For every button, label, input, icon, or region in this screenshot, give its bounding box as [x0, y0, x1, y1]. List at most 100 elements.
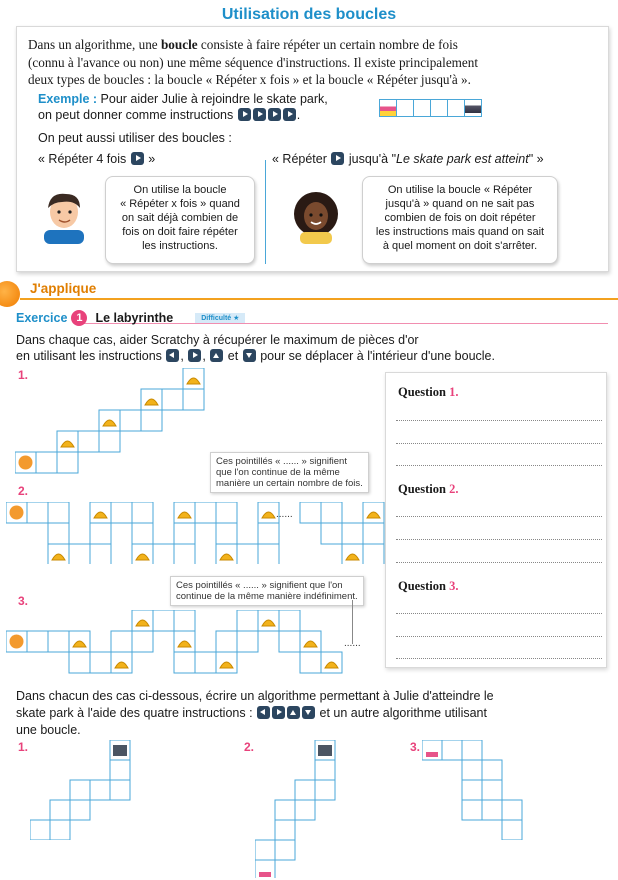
- bubble-left-line: les instructions.: [142, 240, 218, 252]
- case-label-2: 2.: [18, 484, 29, 498]
- grid-cell: [182, 388, 205, 411]
- exercise-title: Le labyrinthe: [95, 311, 174, 325]
- grid-cell: [278, 610, 301, 632]
- path-grid-1: [30, 740, 131, 840]
- q2-word: Question: [398, 482, 446, 496]
- grid-cell: [215, 502, 238, 524]
- path-grid-3: [422, 740, 523, 840]
- grid-cell: [119, 409, 142, 432]
- gold-coin-icon: [219, 553, 234, 561]
- scratchy-cat-icon: [9, 634, 24, 649]
- bubble-right: On utilise la boucle « Répéter jusqu'à »…: [362, 176, 558, 264]
- answer-line[interactable]: [396, 658, 602, 659]
- loop1-a: « Répéter 4 fois: [38, 152, 127, 166]
- q1-word: Question: [398, 385, 446, 399]
- gold-coin-icon: [219, 661, 234, 669]
- grid-cell: [461, 799, 483, 821]
- gold-coin-icon: [72, 640, 87, 648]
- answer-line[interactable]: [396, 562, 602, 563]
- grid-cell: [89, 543, 112, 564]
- gold-coin-icon: [60, 440, 75, 448]
- answer-line[interactable]: [396, 636, 602, 637]
- gold-coin-icon: [366, 511, 381, 519]
- down-arrow-icon: [242, 349, 256, 362]
- right-arrow-icon: [188, 349, 202, 362]
- question-2-label: Question 2.: [398, 482, 458, 497]
- grid-cell: [69, 799, 91, 821]
- grid-cell: [77, 430, 100, 453]
- answer-line[interactable]: [396, 420, 602, 421]
- answer-line[interactable]: [396, 539, 602, 540]
- grid-cell: [236, 610, 259, 632]
- maze-2: [6, 502, 385, 564]
- intro-text-1c: consiste à faire répéter un certain nomb…: [197, 37, 458, 52]
- answer-line[interactable]: [396, 443, 602, 444]
- grid-cell: [481, 759, 503, 781]
- intro-boucle-bold: boucle: [160, 37, 198, 52]
- exercise-line: [80, 323, 608, 324]
- grid-cell: [56, 451, 79, 474]
- grid-cell: [131, 502, 154, 524]
- grid-cell: [47, 502, 70, 524]
- gold-coin-icon: [93, 511, 108, 519]
- intro-text-3: deux types de boucles : la boucle « Répé…: [28, 72, 471, 87]
- down-arrow-icon: [302, 706, 316, 719]
- q3-num: 3.: [449, 579, 459, 593]
- japplique-line: [20, 298, 618, 300]
- grid-cell: [194, 651, 217, 674]
- example-text-1: Pour aider Julie à rejoindre le skate pa…: [100, 92, 328, 106]
- intro-text-1a: Dans un algorithme, une: [28, 37, 161, 52]
- japplique-heading: J'applique: [30, 281, 97, 296]
- grid-cell: [47, 522, 70, 545]
- exercise-number-badge: 1: [71, 310, 88, 326]
- grid-cell: [173, 610, 196, 632]
- grid-cell: [299, 502, 322, 524]
- bubble-right-line: jusqu'à » quand on ne sait pas: [385, 198, 535, 210]
- grid-cell: [314, 759, 336, 781]
- grid-cell: [257, 522, 280, 545]
- japplique-dot-icon: [0, 281, 20, 307]
- right-arrow-icon: [331, 152, 345, 165]
- exercise-text-1: Dans chaque cas, aider Scratchy à récupé…: [16, 333, 419, 347]
- grid-cell: [49, 799, 71, 821]
- scratchy-cat-icon: [18, 455, 33, 470]
- example-path-strip: [379, 99, 482, 117]
- grid-cell: [35, 451, 58, 474]
- right-arrow-icon: [130, 152, 144, 165]
- right-arrow-icon: [267, 108, 281, 121]
- left-arrow-icon: [166, 349, 180, 362]
- gold-coin-icon: [51, 553, 66, 561]
- part2-label-3: 3.: [410, 740, 421, 754]
- grid-cell: [161, 388, 184, 411]
- grid-cell: [140, 409, 163, 432]
- gold-coin-icon: [102, 419, 117, 427]
- intro-text: Dans un algorithme, une boucle consiste …: [28, 36, 600, 89]
- maze2-ellipsis: ......: [276, 509, 293, 520]
- answer-line[interactable]: [396, 516, 602, 517]
- grid-cell: [131, 630, 154, 653]
- grid-cell: [215, 630, 238, 653]
- p2-text-2b: et un autre algorithme utilisant: [319, 706, 487, 720]
- grid-cell: [274, 839, 296, 861]
- gold-coin-icon: [114, 661, 129, 669]
- bubble-right-line: combien de fois on doit répéter: [384, 212, 536, 224]
- note1-line: Ces pointillés « ...... » signifient: [216, 456, 347, 467]
- answer-line[interactable]: [396, 465, 602, 466]
- bubble-right-line: à quel moment on doit s'arrêter.: [382, 240, 538, 252]
- grid-cell: [152, 610, 175, 632]
- grid-cell: [47, 630, 70, 653]
- loop2-d: " »: [528, 152, 544, 166]
- example-label: Exemple :: [38, 92, 98, 106]
- grid-cell: [274, 819, 296, 841]
- q3-word: Question: [398, 579, 446, 593]
- gold-coin-icon: [324, 661, 339, 669]
- exercise-header: Exercice 1 Le labyrinthe Difficulté ★: [16, 310, 246, 326]
- loop2-b: jusqu'à ": [348, 152, 397, 166]
- note1-line: que l'on continue de la même: [216, 467, 340, 478]
- grid-cell: [441, 740, 463, 761]
- answer-line[interactable]: [396, 613, 602, 614]
- grid-cell: [109, 779, 131, 801]
- gold-coin-icon: [261, 511, 276, 519]
- example-text-2: on peut donner comme instructions: [38, 108, 234, 122]
- difficulty-badge: Difficulté ★: [195, 313, 246, 323]
